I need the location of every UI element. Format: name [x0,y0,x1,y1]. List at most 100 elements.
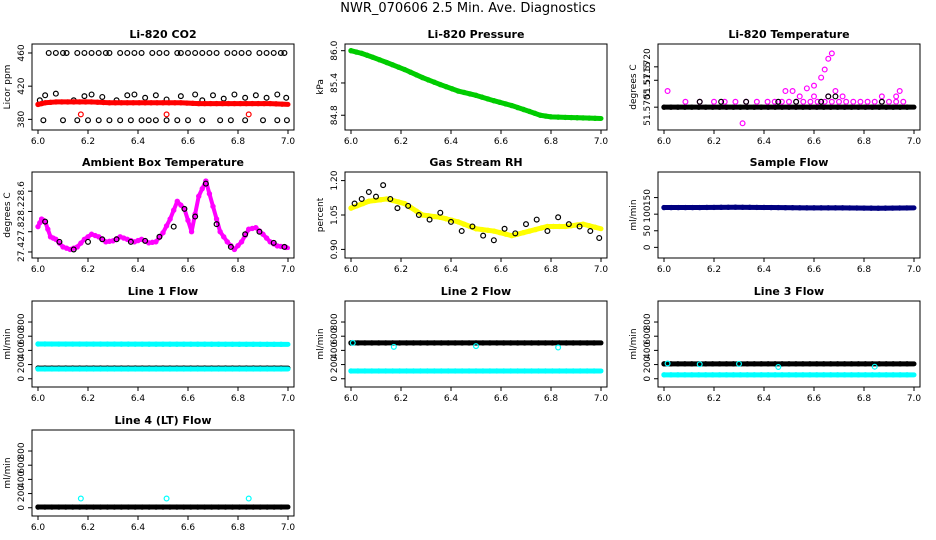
data-point [868,205,874,211]
data-point [419,74,426,81]
data-point [431,79,438,85]
y-axis-label: ml/min [3,457,13,488]
data-point [897,361,903,367]
data-point [177,49,184,56]
data-point [243,341,250,347]
data-point [249,225,255,232]
chart-title: Line 2 Flow [441,285,511,298]
data-point [765,104,771,110]
data-point [900,98,907,105]
data-point [765,361,771,367]
data-point [848,104,855,110]
data-point [90,366,97,372]
data-point [793,361,799,367]
data-point [448,218,455,225]
data-point [438,340,444,346]
data-point [410,340,417,346]
data-point [283,117,290,124]
data-point [42,504,48,510]
series-ambient-air [35,99,291,107]
data-point [160,341,166,347]
data-point [437,81,443,88]
data-point [249,100,255,107]
y-tick-label: 1.05 [330,205,340,225]
data-point [793,104,799,110]
data-point [271,366,277,372]
data-point [772,361,778,367]
data-point [195,504,201,510]
data-point [737,104,744,110]
data-point [535,368,542,374]
chart-line1: Line 1 Flow ml/min 6.0 6.2 6.4 6.6 6.8 7.0 0 2004… [3,285,295,404]
data-point [76,99,83,105]
data-point [118,100,125,106]
data-point [217,229,223,235]
data-point [222,341,229,347]
x-tick-label: 6.2 [707,137,721,147]
y-tick-label: 200 [17,356,27,373]
x-tick-label: 6.0 [31,523,46,533]
y-tick-label: 100 [643,205,653,222]
data-point [208,504,215,510]
y-tick-label: 800 [17,313,27,330]
data-point [281,49,288,56]
data-point [243,100,250,107]
data-point [142,100,148,106]
data-point [459,368,465,374]
data-point [730,104,737,110]
data-point [682,98,689,105]
data-point [358,195,365,202]
data-point [153,341,159,347]
data-point [59,49,66,56]
chart-licor-temp: Li-820 Temperature degrees C 6.0 6.2 6.4 6.6 6… [629,28,921,147]
data-point [82,99,89,105]
data-point [786,361,792,367]
data-point [772,372,778,378]
data-point [88,49,95,56]
data-point [213,49,220,56]
data-point [445,340,451,346]
data-point [586,115,592,121]
data-point [229,504,236,510]
data-point [167,504,173,510]
data-point [723,361,730,367]
data-point [174,504,180,510]
x-tick-label: 6.4 [131,265,146,275]
x-tick-label: 7.0 [281,394,296,404]
data-point [424,368,431,374]
data-point [682,204,689,211]
data-point [664,360,671,367]
data-point [156,233,163,240]
data-point [758,361,764,367]
data-point [263,235,270,241]
data-point [896,88,903,95]
data-point [528,340,535,346]
data-point [596,234,603,241]
data-point [279,101,285,107]
data-point [83,504,90,510]
data-point [520,106,527,113]
data-point [111,341,118,347]
data-point [210,92,217,99]
data-point [782,88,789,95]
chart-title: Ambient Box Temperature [82,156,244,169]
data-point [149,49,156,56]
data-point [522,221,529,228]
x-tick-label: 6.8 [544,394,559,404]
x-tick-label: 7.0 [281,265,296,275]
y-tick-label: 600 [330,327,340,344]
data-point [807,98,814,105]
data-point [267,100,273,107]
data-point [861,205,867,211]
data-point [106,49,113,56]
data-point [431,340,438,346]
data-point [56,366,62,372]
data-point [775,98,782,105]
data-point [163,223,170,229]
y-tick-label: 400 [17,342,27,359]
data-point [514,340,521,346]
x-tick-label: 6.2 [707,394,721,404]
data-point [549,368,556,374]
data-point [104,504,111,510]
data-point [782,204,789,211]
